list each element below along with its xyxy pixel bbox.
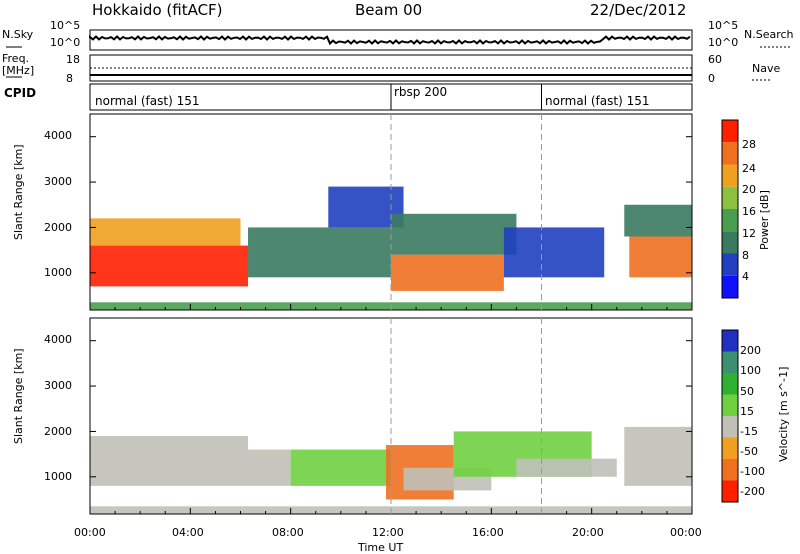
velocity-colorbar-swatch-2 [722, 373, 738, 395]
velocity-panel-region-2 [290, 449, 391, 486]
power-panel-region-2 [248, 227, 391, 278]
beam-label: Beam 00 [355, 1, 423, 19]
velocity-panel-region-0 [90, 435, 249, 486]
power-panel-region-5 [391, 213, 517, 255]
xtick-5: 20:00 [572, 526, 604, 539]
power-colorbar-swatch-5 [722, 231, 738, 254]
xtick-6: 00:00 [670, 526, 702, 539]
power-panel-region-4 [391, 254, 504, 291]
freq-unit-label: [MHz] [2, 64, 35, 77]
power-ytick-2000: 2000 [44, 221, 72, 234]
cpid-segment-2: rbsp 200 [394, 85, 448, 99]
vel-cb-tick-m50: -50 [740, 445, 758, 458]
power-colorbar-swatch-6 [722, 253, 738, 276]
velocity-colorbar-swatch-6 [722, 459, 738, 481]
cpid-label: CPID [4, 86, 37, 100]
station-title: Hokkaido (fitACF) [92, 1, 223, 19]
velocity-colorbar-swatch-0 [722, 330, 738, 352]
velocity-ytick-2000: 2000 [44, 425, 72, 438]
xtick-0: 00:00 [74, 526, 106, 539]
power-cb-tick-24: 24 [742, 162, 756, 175]
freq-tick-top: 18 [66, 53, 80, 66]
velocity-colorbar-frame [721, 329, 739, 503]
nsearch-tick-top: 10^5 [708, 19, 739, 32]
velocity-panel-region-7 [624, 426, 692, 486]
power-panel-region-0 [90, 245, 249, 287]
power-colorbar-swatch-4 [722, 209, 738, 232]
power-cb-tick-8: 8 [742, 249, 749, 262]
xtick-3: 12:00 [372, 526, 404, 539]
vel-cb-tick-200: 200 [740, 344, 761, 357]
power-cb-tick-20: 20 [742, 183, 756, 196]
velocity-ytick-4000: 4000 [44, 333, 72, 346]
velocity-ylabel: Slant Range [km] [12, 348, 25, 444]
power-colorbar-swatch-1 [722, 142, 738, 165]
nsearch-label: N.Search [744, 28, 794, 41]
vel-cb-tick-15: 15 [740, 405, 754, 418]
nave-tick-top: 60 [708, 53, 722, 66]
vel-cb-tick-m200: -200 [740, 485, 765, 498]
nsky-label: N.Sky [2, 28, 34, 41]
x-axis-label: Time UT [358, 541, 404, 554]
power-panel-region-6 [503, 227, 605, 278]
power-cb-tick-16: 16 [742, 205, 756, 218]
power-panel-region-7 [629, 236, 692, 278]
freq-tick-bottom: 8 [66, 72, 73, 85]
power-cb-tick-12: 12 [742, 227, 756, 240]
velocity-colorbar-swatch-3 [722, 394, 738, 416]
power-cb-tick-4: 4 [742, 270, 749, 283]
power-ylabel: Slant Range [km] [12, 144, 25, 240]
velocity-colorbar-swatch-5 [722, 437, 738, 459]
nsky-panel-frame [89, 29, 693, 51]
power-panel-region-1 [90, 218, 241, 246]
nsky-tick-bottom: 10^0 [50, 36, 81, 49]
vel-cb-tick-m100: -100 [740, 465, 765, 478]
velocity-colorbar-swatch-7 [722, 480, 738, 502]
freq-label: Freq. [2, 52, 30, 65]
nave-tick-bottom: 0 [708, 72, 715, 85]
power-colorbar-swatch-0 [722, 120, 738, 143]
velocity-panel-region-6 [516, 458, 617, 477]
power-panel-region-8 [624, 204, 692, 237]
xtick-2: 08:00 [272, 526, 304, 539]
nsearch-tick-bottom: 10^0 [708, 36, 739, 49]
power-colorbar-frame [721, 119, 739, 299]
power-ytick-4000: 4000 [44, 129, 72, 142]
velocity-ytick-1000: 1000 [44, 470, 72, 483]
power-colorbar-swatch-7 [722, 275, 738, 298]
vel-cb-tick-50: 50 [740, 385, 754, 398]
velocity-colorbar-swatch-1 [722, 351, 738, 373]
nsky-trace [89, 35, 691, 46]
power-ytick-3000: 3000 [44, 175, 72, 188]
vel-cb-tick-m15: -15 [740, 425, 758, 438]
velocity-ytick-3000: 3000 [44, 379, 72, 392]
vel-cb-tick-100: 100 [740, 364, 761, 377]
power-ytick-1000: 1000 [44, 266, 72, 279]
nave-label: Nave [752, 62, 781, 75]
velocity-colorbar-swatch-4 [722, 416, 738, 438]
cpid-segment-3: normal (fast) 151 [545, 94, 650, 108]
nsky-tick-top: 10^5 [50, 19, 81, 32]
velocity-panel-region-1 [248, 449, 291, 486]
power-colorbar-swatch-2 [722, 164, 738, 187]
power-colorbar-label: Power [dB] [758, 190, 771, 250]
velocity-colorbar-label: Velocity [m s^-1] [777, 366, 790, 462]
xtick-4: 16:00 [472, 526, 504, 539]
xtick-1: 04:00 [172, 526, 204, 539]
power-cb-tick-28: 28 [742, 138, 756, 151]
cpid-segment-1: normal (fast) 151 [95, 94, 200, 108]
date-label: 22/Dec/2012 [590, 1, 687, 19]
power-colorbar-swatch-3 [722, 186, 738, 209]
